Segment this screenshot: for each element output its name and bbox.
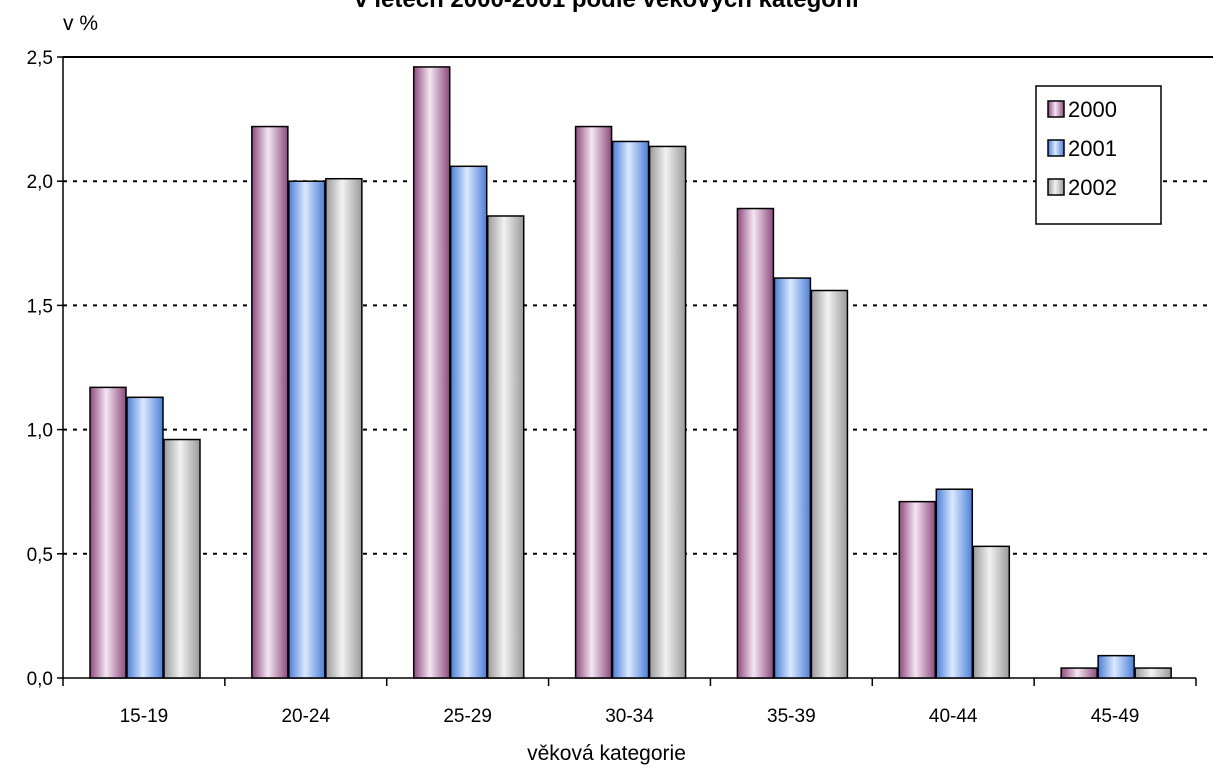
legend-swatch-2002 <box>1047 178 1065 196</box>
y-tick-label: 1,0 <box>27 421 53 442</box>
bar-2000-45-49 <box>1060 667 1098 679</box>
bar-2001-25-29 <box>449 165 488 679</box>
x-tick-label: 20-24 <box>281 706 330 727</box>
y-tick-label: 2,5 <box>27 48 53 69</box>
bar-2002-30-34 <box>648 145 687 679</box>
y-axis-unit-label: v % <box>63 12 99 35</box>
bar-2000-25-29 <box>412 66 451 679</box>
x-tick-label: 40-44 <box>929 706 978 727</box>
legend-label-2001: 2001 <box>1068 136 1117 161</box>
bar-2002-20-24 <box>325 177 363 679</box>
bar-2001-30-34 <box>611 140 650 679</box>
x-tick-label: 30-34 <box>605 706 654 727</box>
y-tick-label: 0,0 <box>27 669 53 690</box>
legend-swatch-2001 <box>1047 139 1065 157</box>
y-tick-label: 0,5 <box>27 545 53 566</box>
x-tick-label: 25-29 <box>443 706 492 727</box>
bar-2001-15-19 <box>126 396 164 679</box>
x-tick-label: 45-49 <box>1091 706 1140 727</box>
bar-2002-25-29 <box>486 215 525 679</box>
y-tick-label: 2,0 <box>27 172 53 193</box>
x-axis-label: věková kategorie <box>527 742 686 765</box>
bar-2001-40-44 <box>935 488 974 679</box>
chart-title: v letech 2000-2001 podle věkových katego… <box>0 0 1213 14</box>
bar-2000-15-19 <box>89 386 127 679</box>
bar-2001-20-24 <box>288 180 326 679</box>
bar-2002-15-19 <box>163 438 201 679</box>
bar-2001-45-49 <box>1097 654 1135 679</box>
bar-2000-20-24 <box>251 125 289 679</box>
legend-label-2002: 2002 <box>1068 175 1117 200</box>
bar-2002-35-39 <box>810 289 849 679</box>
bar-2000-40-44 <box>898 500 937 679</box>
legend-swatch-2000 <box>1047 100 1065 118</box>
x-tick-label: 35-39 <box>767 706 816 727</box>
legend-label-2000: 2000 <box>1068 97 1117 122</box>
bar-2002-40-44 <box>972 545 1011 679</box>
y-tick-label: 1,5 <box>27 296 53 317</box>
bar-2002-45-49 <box>1134 667 1172 679</box>
bar-2000-35-39 <box>736 207 775 679</box>
x-tick-label: 15-19 <box>120 706 169 727</box>
bar-2001-35-39 <box>773 277 812 679</box>
bar-2000-30-34 <box>574 125 613 679</box>
